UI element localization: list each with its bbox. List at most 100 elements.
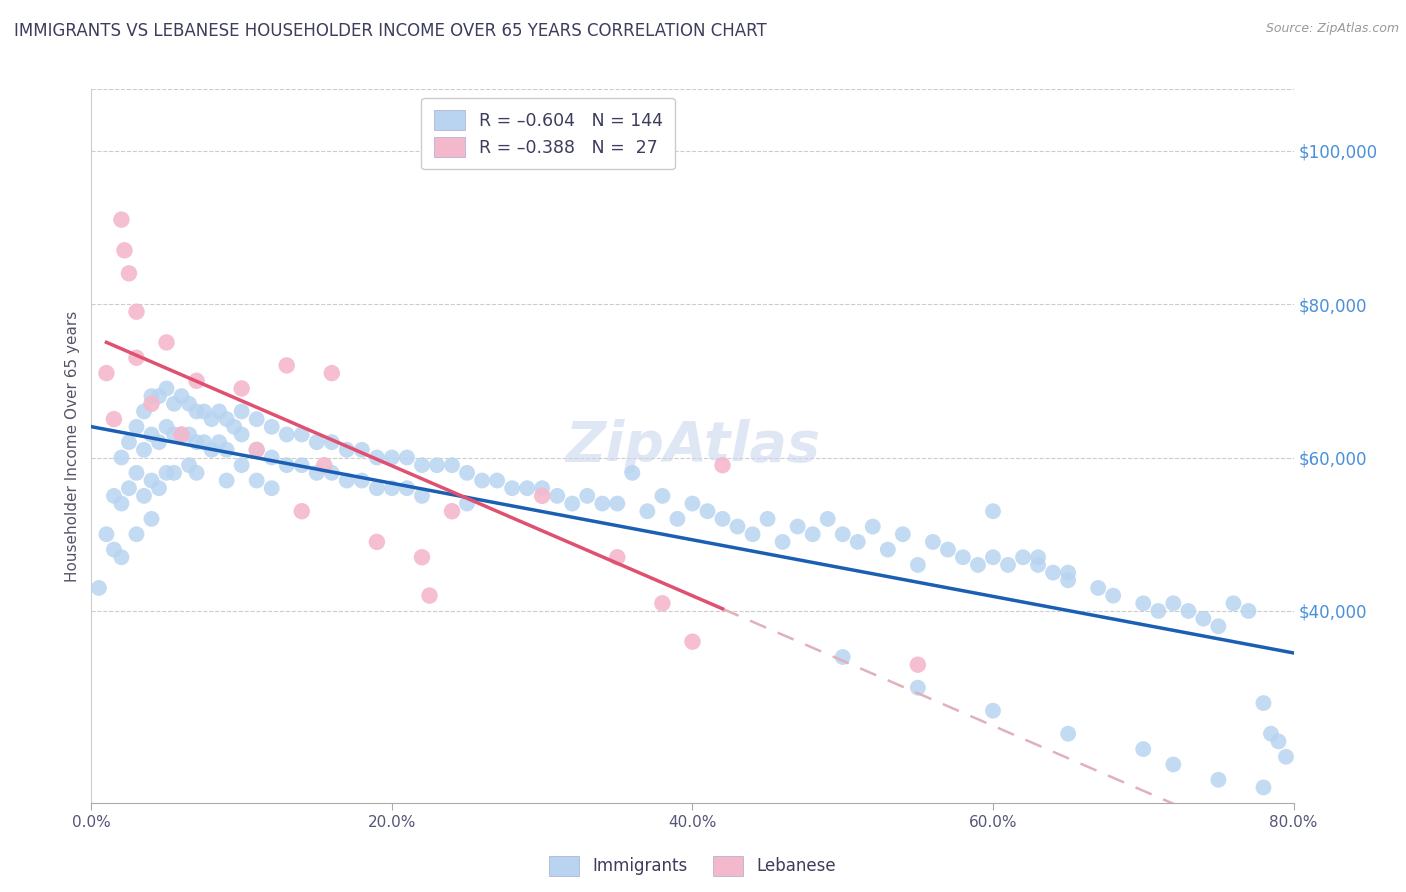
- Point: [215, 442, 238, 457]
- Point: [741, 527, 763, 541]
- Point: [1161, 757, 1184, 772]
- Point: [118, 435, 141, 450]
- Point: [1260, 727, 1282, 741]
- Point: [1057, 574, 1080, 588]
- Point: [305, 466, 328, 480]
- Point: [696, 504, 718, 518]
- Point: [831, 527, 853, 541]
- Point: [155, 419, 177, 434]
- Point: [606, 550, 628, 565]
- Point: [440, 458, 463, 473]
- Point: [862, 519, 884, 533]
- Text: ZipAtlas: ZipAtlas: [565, 419, 820, 473]
- Point: [305, 435, 328, 450]
- Point: [456, 466, 478, 480]
- Point: [208, 404, 231, 418]
- Point: [201, 412, 224, 426]
- Point: [411, 550, 433, 565]
- Point: [103, 489, 125, 503]
- Point: [276, 427, 298, 442]
- Point: [516, 481, 538, 495]
- Point: [1147, 604, 1170, 618]
- Point: [118, 481, 141, 495]
- Point: [291, 504, 314, 518]
- Point: [246, 442, 269, 457]
- Point: [606, 497, 628, 511]
- Point: [110, 450, 132, 465]
- Point: [922, 535, 945, 549]
- Point: [418, 589, 440, 603]
- Point: [125, 351, 148, 365]
- Point: [1177, 604, 1199, 618]
- Point: [1132, 742, 1154, 756]
- Point: [440, 504, 463, 518]
- Point: [711, 458, 734, 473]
- Point: [411, 458, 433, 473]
- Point: [1208, 619, 1230, 633]
- Point: [125, 419, 148, 434]
- Point: [148, 389, 170, 403]
- Point: [246, 412, 269, 426]
- Text: IMMIGRANTS VS LEBANESE HOUSEHOLDER INCOME OVER 65 YEARS CORRELATION CHART: IMMIGRANTS VS LEBANESE HOUSEHOLDER INCOM…: [14, 22, 766, 40]
- Point: [681, 497, 703, 511]
- Point: [681, 634, 703, 648]
- Point: [876, 542, 898, 557]
- Point: [170, 427, 193, 442]
- Point: [110, 497, 132, 511]
- Point: [411, 489, 433, 503]
- Point: [177, 397, 200, 411]
- Point: [231, 458, 253, 473]
- Point: [110, 212, 132, 227]
- Point: [395, 481, 418, 495]
- Point: [981, 704, 1004, 718]
- Point: [756, 512, 779, 526]
- Point: [231, 427, 253, 442]
- Point: [125, 527, 148, 541]
- Point: [246, 442, 269, 457]
- Point: [426, 458, 449, 473]
- Point: [786, 519, 808, 533]
- Point: [366, 450, 388, 465]
- Point: [471, 474, 494, 488]
- Point: [395, 450, 418, 465]
- Point: [1208, 772, 1230, 787]
- Point: [110, 550, 132, 565]
- Point: [193, 435, 215, 450]
- Point: [186, 466, 208, 480]
- Point: [155, 381, 177, 395]
- Point: [186, 404, 208, 418]
- Point: [366, 481, 388, 495]
- Point: [1087, 581, 1109, 595]
- Point: [1222, 596, 1244, 610]
- Point: [87, 581, 110, 595]
- Point: [231, 381, 253, 395]
- Point: [336, 442, 359, 457]
- Point: [291, 427, 314, 442]
- Point: [651, 489, 673, 503]
- Point: [381, 450, 404, 465]
- Point: [132, 404, 155, 418]
- Point: [997, 558, 1019, 572]
- Point: [186, 435, 208, 450]
- Point: [186, 374, 208, 388]
- Point: [103, 542, 125, 557]
- Point: [141, 474, 163, 488]
- Point: [1267, 734, 1289, 748]
- Point: [350, 442, 373, 457]
- Point: [831, 650, 853, 665]
- Point: [1012, 550, 1035, 565]
- Point: [561, 497, 583, 511]
- Point: [817, 512, 839, 526]
- Point: [260, 481, 283, 495]
- Point: [1102, 589, 1125, 603]
- Point: [711, 512, 734, 526]
- Point: [118, 266, 141, 280]
- Point: [486, 474, 509, 488]
- Point: [148, 481, 170, 495]
- Point: [141, 427, 163, 442]
- Legend: Immigrants, Lebanese: Immigrants, Lebanese: [537, 845, 848, 888]
- Point: [321, 435, 343, 450]
- Point: [1042, 566, 1064, 580]
- Point: [936, 542, 959, 557]
- Point: [801, 527, 824, 541]
